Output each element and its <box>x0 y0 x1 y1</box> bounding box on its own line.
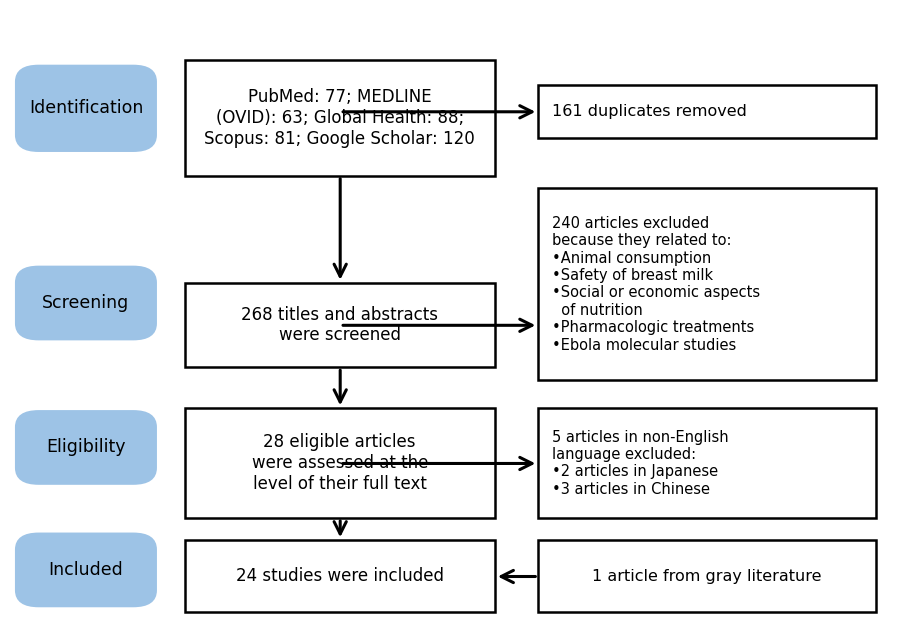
Text: 5 articles in non-English
language excluded:
•2 articles in Japanese
•3 articles: 5 articles in non-English language exclu… <box>552 430 728 497</box>
FancyBboxPatch shape <box>184 408 495 518</box>
FancyBboxPatch shape <box>538 408 876 518</box>
Text: 240 articles excluded
because they related to:
•Animal consumption
•Safety of br: 240 articles excluded because they relat… <box>552 216 760 352</box>
FancyBboxPatch shape <box>184 540 495 612</box>
Text: 268 titles and abstracts
were screened: 268 titles and abstracts were screened <box>241 306 438 344</box>
Text: Identification: Identification <box>29 99 143 117</box>
Text: 1 article from gray literature: 1 article from gray literature <box>592 569 822 583</box>
FancyBboxPatch shape <box>184 283 495 367</box>
FancyBboxPatch shape <box>538 85 876 138</box>
Text: 28 eligible articles
were assessed at the
level of their full text: 28 eligible articles were assessed at th… <box>252 433 428 493</box>
Text: PubMed: 77; MEDLINE
(OVID): 63; Global Health: 88;
Scopus: 81; Google Scholar: 1: PubMed: 77; MEDLINE (OVID): 63; Global H… <box>204 88 475 148</box>
Text: Eligibility: Eligibility <box>46 438 126 457</box>
Text: Included: Included <box>49 561 123 579</box>
FancyBboxPatch shape <box>184 60 495 176</box>
FancyBboxPatch shape <box>16 267 156 339</box>
Text: Screening: Screening <box>42 294 130 312</box>
FancyBboxPatch shape <box>16 411 156 484</box>
FancyBboxPatch shape <box>538 188 876 380</box>
FancyBboxPatch shape <box>16 66 156 151</box>
Text: 24 studies were included: 24 studies were included <box>236 567 444 585</box>
FancyBboxPatch shape <box>538 540 876 612</box>
Text: 161 duplicates removed: 161 duplicates removed <box>552 104 747 119</box>
FancyBboxPatch shape <box>16 534 156 606</box>
